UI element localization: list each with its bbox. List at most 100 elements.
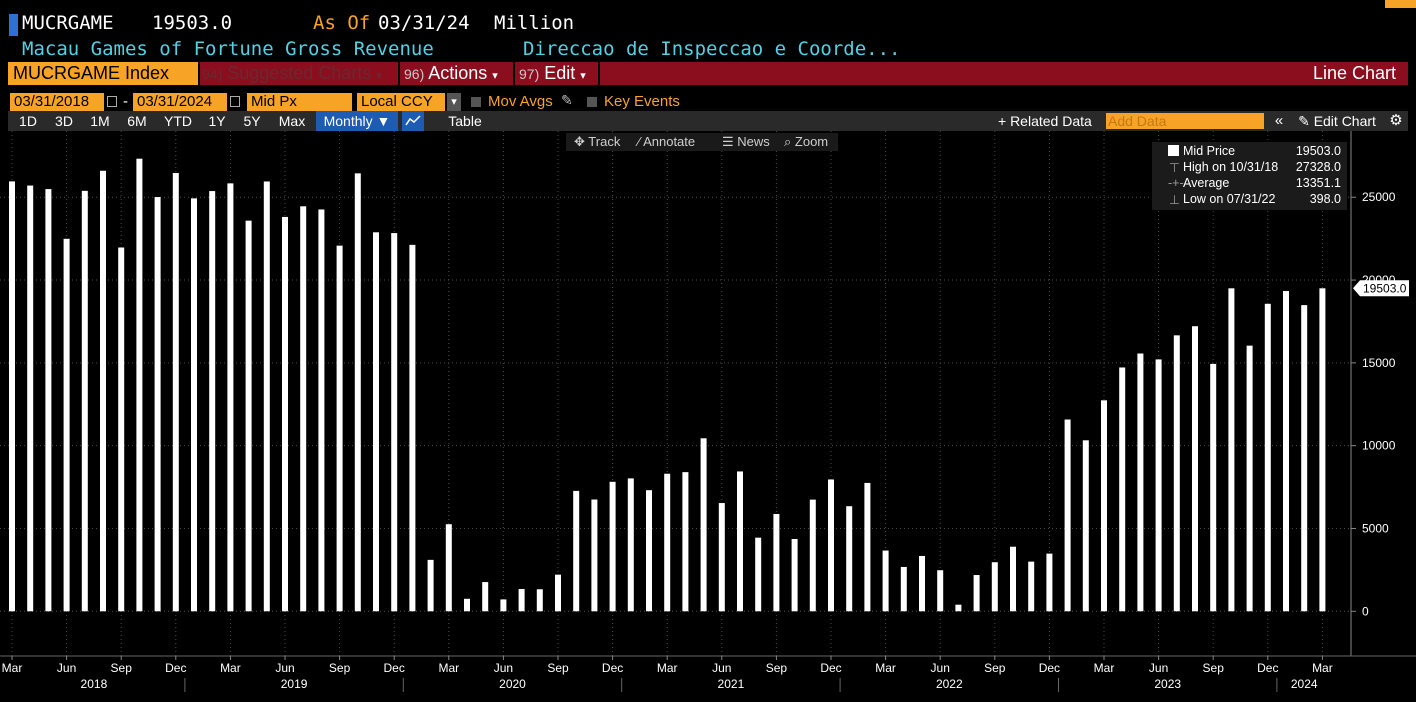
x-tick-label: Sep: [329, 661, 351, 675]
bar: [518, 589, 525, 612]
gear-icon[interactable]: ⚙: [1389, 112, 1403, 129]
last-value-label: 19503.0: [1363, 281, 1407, 295]
x-tick-label: Sep: [111, 661, 133, 675]
track-tool[interactable]: ✥ Track: [574, 134, 620, 150]
bar: [9, 181, 15, 612]
bar: [846, 506, 853, 612]
y-tick-label: 25000: [1362, 190, 1396, 204]
x-tick-label: Jun: [712, 661, 731, 675]
bar: [1155, 359, 1162, 612]
bar: [791, 538, 798, 612]
field-select[interactable]: Mid Px: [247, 93, 352, 111]
bar: [609, 481, 616, 612]
y-tick-label: 15000: [1362, 356, 1396, 370]
pencil-icon[interactable]: ✎: [561, 92, 573, 108]
x-tick-label: Jun: [931, 661, 950, 675]
bar: [136, 158, 143, 612]
year-label: 2022: [936, 677, 963, 691]
x-tick-label: Mar: [220, 661, 241, 675]
bar: [245, 220, 252, 612]
bar: [755, 537, 762, 612]
bar: [1319, 288, 1326, 612]
bar: [555, 574, 561, 612]
range-max[interactable]: Max: [278, 113, 306, 129]
bar: [1064, 419, 1071, 612]
bar: [464, 598, 470, 612]
calendar-icon[interactable]: [230, 96, 240, 107]
bar: [864, 482, 871, 612]
security-field[interactable]: MUCRGAME Index: [8, 62, 198, 85]
chevron-down-icon: ▼: [376, 113, 391, 129]
series-source: Direccao de Inspeccao e Coorde...: [523, 38, 901, 60]
table-button[interactable]: Table: [448, 113, 482, 129]
period-select[interactable]: Monthly ▼: [316, 111, 398, 131]
bar: [955, 604, 962, 612]
x-tick-label: Dec: [602, 661, 623, 675]
bar: [81, 190, 88, 612]
suggested-num: 94): [202, 66, 223, 82]
chart-area[interactable]: 0 5000 10000 15000 20000 25000 19503.0 Mar Jun Se…: [0, 131, 1416, 702]
bar: [263, 181, 270, 612]
range-1y[interactable]: 1Y: [208, 113, 226, 129]
bar: [1283, 291, 1289, 612]
bar: [1246, 345, 1253, 612]
currency-select[interactable]: Local CCY: [357, 93, 445, 111]
chart-tools: ✥ Track ∕ Annotate ☰ News ⌕ Zoom: [566, 133, 838, 151]
collapse-icon[interactable]: «: [1274, 112, 1284, 129]
chevron-down-icon: ▾: [580, 70, 586, 82]
x-tick-label: Jun: [1149, 661, 1168, 675]
range-3d[interactable]: 3D: [55, 113, 73, 129]
bar: [300, 206, 307, 612]
edit-chart-button[interactable]: ✎ Edit Chart: [1292, 111, 1382, 131]
calendar-icon[interactable]: [107, 96, 117, 107]
year-label: 2024: [1291, 677, 1318, 691]
range-6m[interactable]: 6M: [127, 113, 147, 129]
bar: [1082, 440, 1089, 612]
range-1d[interactable]: 1D: [19, 113, 37, 129]
annotate-tool[interactable]: ∕ Annotate: [638, 134, 695, 149]
key-events-label[interactable]: Key Events: [604, 93, 680, 110]
edit-menu[interactable]: 97) Edit ▾: [519, 62, 586, 85]
related-data-button[interactable]: + Related Data: [998, 113, 1092, 129]
start-date-field[interactable]: 03/31/2018: [10, 93, 104, 111]
bar: [427, 559, 434, 612]
edit-chart-label: Edit Chart: [1313, 113, 1376, 129]
range-5y[interactable]: 5Y: [243, 113, 261, 129]
bar: [900, 566, 907, 612]
end-date-field[interactable]: 03/31/2024: [133, 93, 227, 111]
bar: [1046, 553, 1053, 612]
legend-value: 27328.0: [1295, 160, 1341, 174]
line-chart-icon[interactable]: [402, 111, 424, 131]
chevron-down-icon[interactable]: ▾: [447, 93, 461, 111]
bar: [409, 244, 416, 612]
year-label: 2018: [81, 677, 108, 691]
x-tick-label: Mar: [2, 661, 23, 675]
bar: [627, 478, 634, 612]
crosshair-icon: ✥: [574, 134, 585, 149]
news-tool[interactable]: ☰ News: [722, 134, 770, 150]
range-ytd[interactable]: YTD: [164, 113, 192, 129]
chart-type-label[interactable]: Line Chart: [1312, 63, 1396, 83]
corner-indicator: [1385, 0, 1416, 8]
x-tick-label: Dec: [384, 661, 405, 675]
x-tick-label: Mar: [875, 661, 896, 675]
bar: [63, 238, 70, 612]
key-events-checkbox[interactable]: [587, 97, 597, 107]
bar: [1173, 335, 1180, 612]
mov-avgs-label[interactable]: Mov Avgs: [488, 93, 553, 110]
y-tick-label: 0: [1362, 604, 1369, 618]
add-data-input[interactable]: Add Data: [1106, 113, 1264, 129]
bar: [1264, 303, 1271, 612]
bar: [591, 499, 598, 612]
suggested-charts-menu[interactable]: 94) Suggested Charts ▾: [202, 62, 382, 85]
mov-avgs-checkbox[interactable]: [471, 97, 481, 107]
zoom-tool[interactable]: ⌕ Zoom: [784, 134, 828, 150]
range-1m[interactable]: 1M: [90, 113, 110, 129]
actions-menu[interactable]: 96) Actions ▾: [404, 62, 498, 85]
bar: [45, 189, 52, 612]
last-value: 19503.0: [152, 12, 233, 34]
actions-label: Actions: [428, 63, 488, 83]
bar: [373, 232, 379, 612]
settings-row: 03/31/2018 - 03/31/2024 Mid Px Local CCY…: [0, 91, 1416, 111]
